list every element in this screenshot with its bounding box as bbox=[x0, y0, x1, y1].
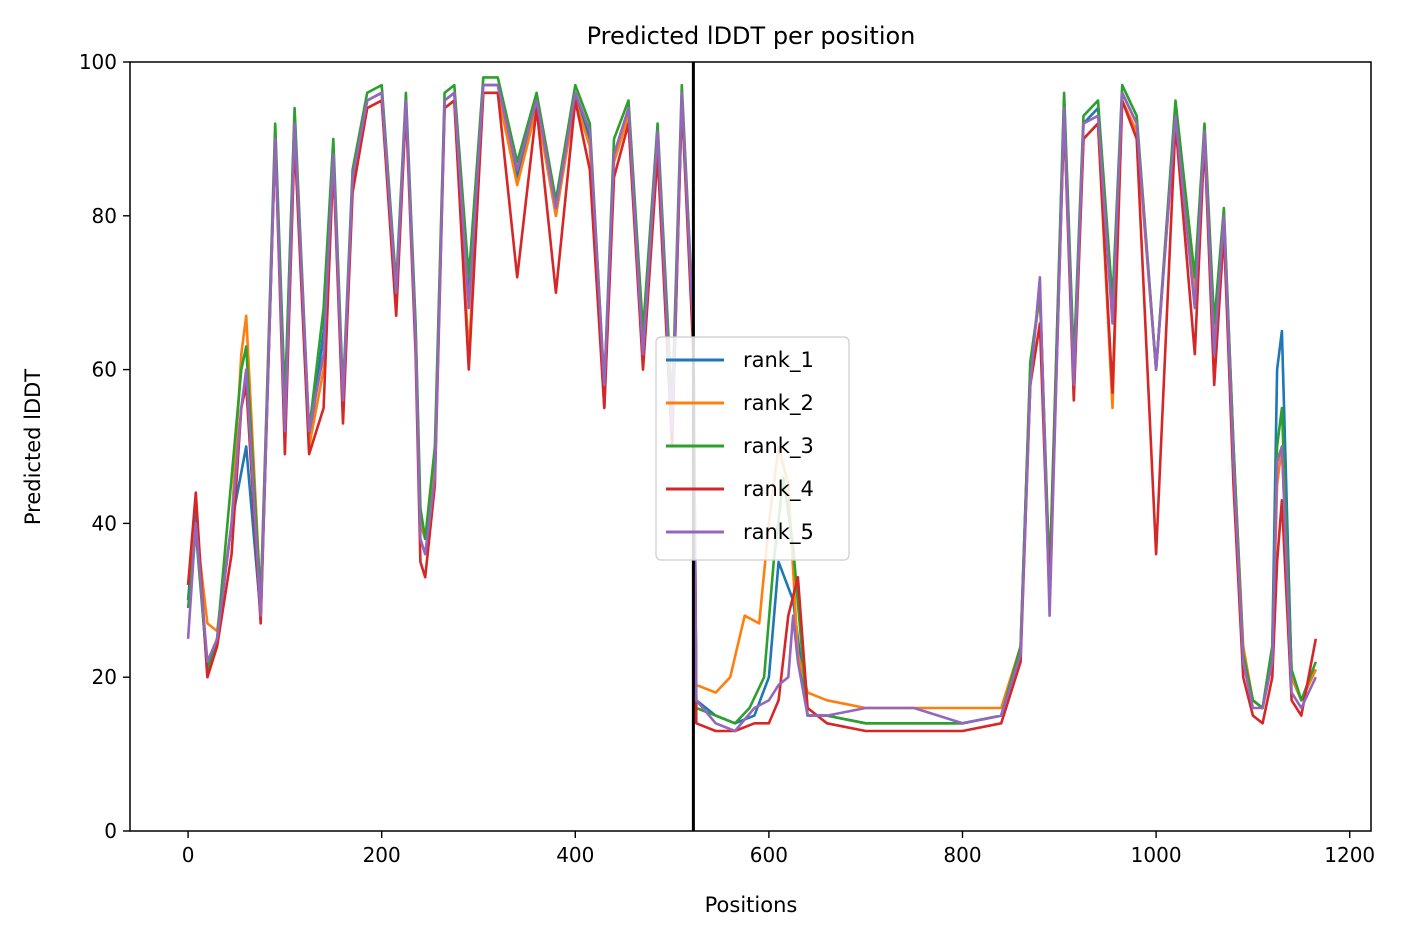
y-tick-label: 40 bbox=[92, 511, 117, 535]
legend-label-rank_1: rank_1 bbox=[743, 348, 814, 373]
legend: rank_1 rank_2 rank_3 rank_4 rank_5 bbox=[655, 336, 850, 561]
x-tick-label: 600 bbox=[750, 843, 788, 867]
y-tick-label: 20 bbox=[92, 665, 117, 689]
x-tick-label: 1000 bbox=[1131, 843, 1182, 867]
chart-title: Predicted lDDT per position bbox=[587, 22, 916, 50]
legend-box bbox=[655, 336, 850, 561]
y-tick-label: 0 bbox=[104, 819, 117, 843]
x-tick-label: 0 bbox=[182, 843, 195, 867]
legend-label-rank_5: rank_5 bbox=[743, 520, 814, 545]
y-axis-ticks: 0 20 40 60 80 100 bbox=[79, 50, 130, 843]
x-axis-ticks: 0 200 400 600 800 1000 1200 bbox=[182, 831, 1375, 867]
x-tick-label: 800 bbox=[943, 843, 981, 867]
legend-label-rank_4: rank_4 bbox=[743, 477, 814, 502]
legend-label-rank_3: rank_3 bbox=[743, 434, 814, 459]
y-axis-label: Predicted lDDT bbox=[21, 369, 45, 525]
x-axis-label: Positions bbox=[705, 893, 798, 917]
y-tick-label: 100 bbox=[79, 50, 117, 74]
x-tick-label: 1200 bbox=[1324, 843, 1375, 867]
x-tick-label: 400 bbox=[556, 843, 594, 867]
y-tick-label: 80 bbox=[92, 204, 117, 228]
x-tick-label: 200 bbox=[363, 843, 401, 867]
plot-frame bbox=[129, 61, 1372, 832]
y-tick-label: 60 bbox=[92, 358, 117, 382]
legend-label-rank_2: rank_2 bbox=[743, 391, 814, 416]
